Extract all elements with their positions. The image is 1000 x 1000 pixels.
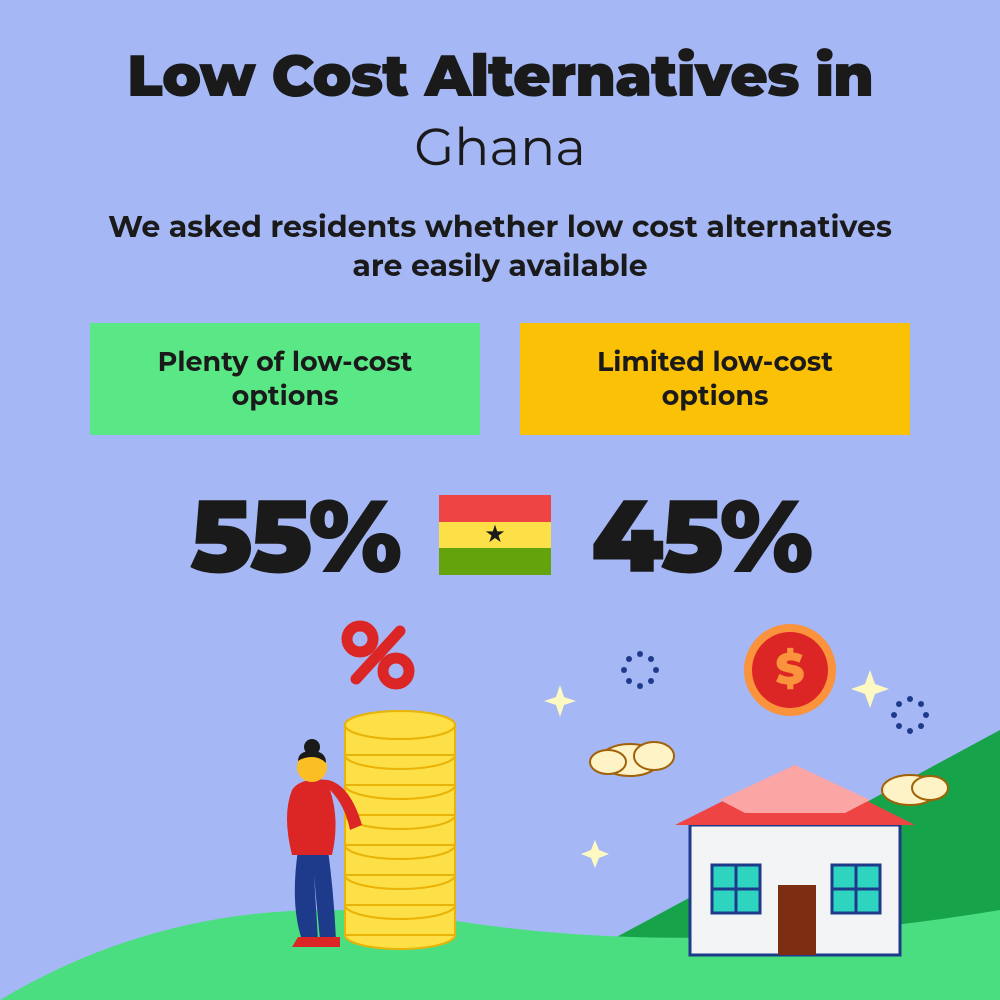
stat-value-1: 55% <box>190 473 399 598</box>
option-limited: Limited low-cost options <box>520 323 910 435</box>
dots-icon <box>891 696 929 734</box>
ghana-flag-icon: ★ <box>439 495 551 575</box>
dollar-coin-icon: $ <box>744 624 836 716</box>
coin-stack-icon <box>345 711 455 949</box>
stat-value-2: 45% <box>591 473 810 598</box>
option-limited-label: Limited low-cost options <box>540 345 890 413</box>
percent-icon <box>347 626 409 684</box>
svg-text:$: $ <box>776 642 805 696</box>
illustration-svg: $ <box>0 600 1000 1000</box>
flag-stripe-green <box>439 548 551 575</box>
title-line2: Ghana <box>0 116 1000 179</box>
options-row: Plenty of low-cost options Limited low-c… <box>0 323 1000 435</box>
flag-stripe-red <box>439 495 551 522</box>
infographic-container: Low Cost Alternatives in Ghana We asked … <box>0 0 1000 1000</box>
option-plenty: Plenty of low-cost options <box>90 323 480 435</box>
cloud-icon <box>590 742 674 776</box>
flag-star-icon: ★ <box>484 523 506 547</box>
stats-row: 55% ★ 45% <box>0 473 1000 598</box>
dots-icon <box>621 651 659 689</box>
option-plenty-label: Plenty of low-cost options <box>110 345 460 413</box>
house-icon <box>675 765 915 955</box>
title-line1: Low Cost Alternatives in <box>0 40 1000 111</box>
subtitle-text: We asked residents whether low cost alte… <box>0 207 1000 285</box>
